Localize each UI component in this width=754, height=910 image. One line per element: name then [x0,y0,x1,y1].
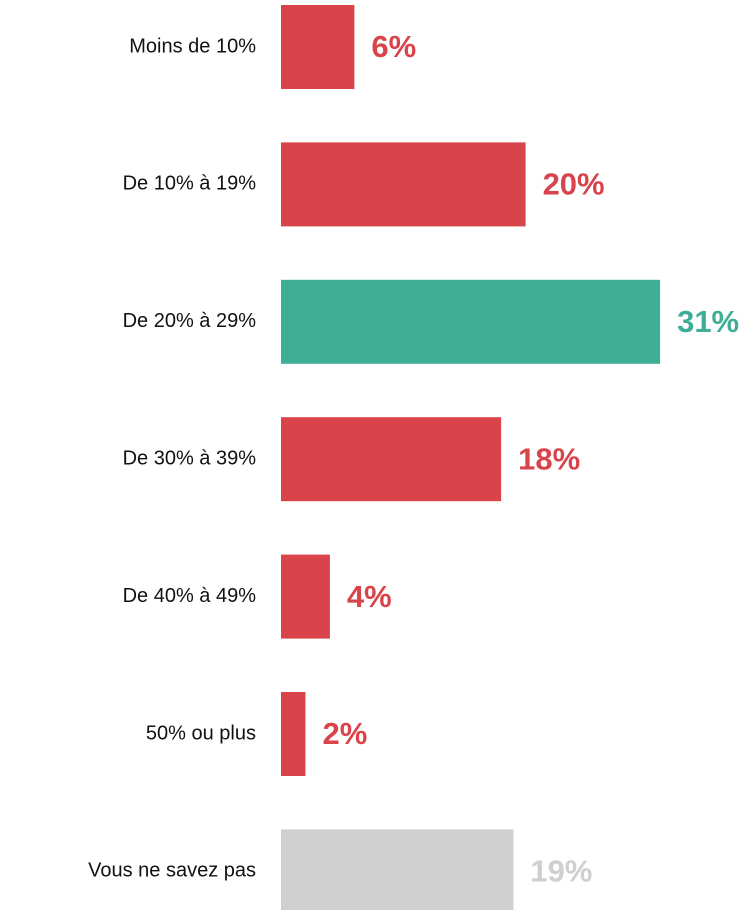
category-label: De 30% à 39% [123,447,257,469]
bar [281,142,526,227]
bar [281,829,514,910]
category-label: De 20% à 29% [123,310,257,332]
bar [281,5,355,89]
category-label: De 40% à 49% [123,585,257,607]
category-label: 50% ou plus [146,722,256,744]
category-label: Vous ne savez pas [88,860,256,882]
value-label: 2% [322,716,367,751]
bar [281,554,330,639]
value-label: 19% [530,854,592,889]
value-label: 20% [543,167,605,202]
category-label: De 10% à 19% [123,173,257,195]
value-label: 4% [347,579,392,614]
category-label: Moins de 10% [129,35,256,57]
bar [281,279,661,364]
value-label: 18% [518,441,580,476]
value-label: 31% [677,304,739,339]
bar [281,417,502,502]
value-label: 6% [371,29,416,64]
bar [281,692,306,776]
